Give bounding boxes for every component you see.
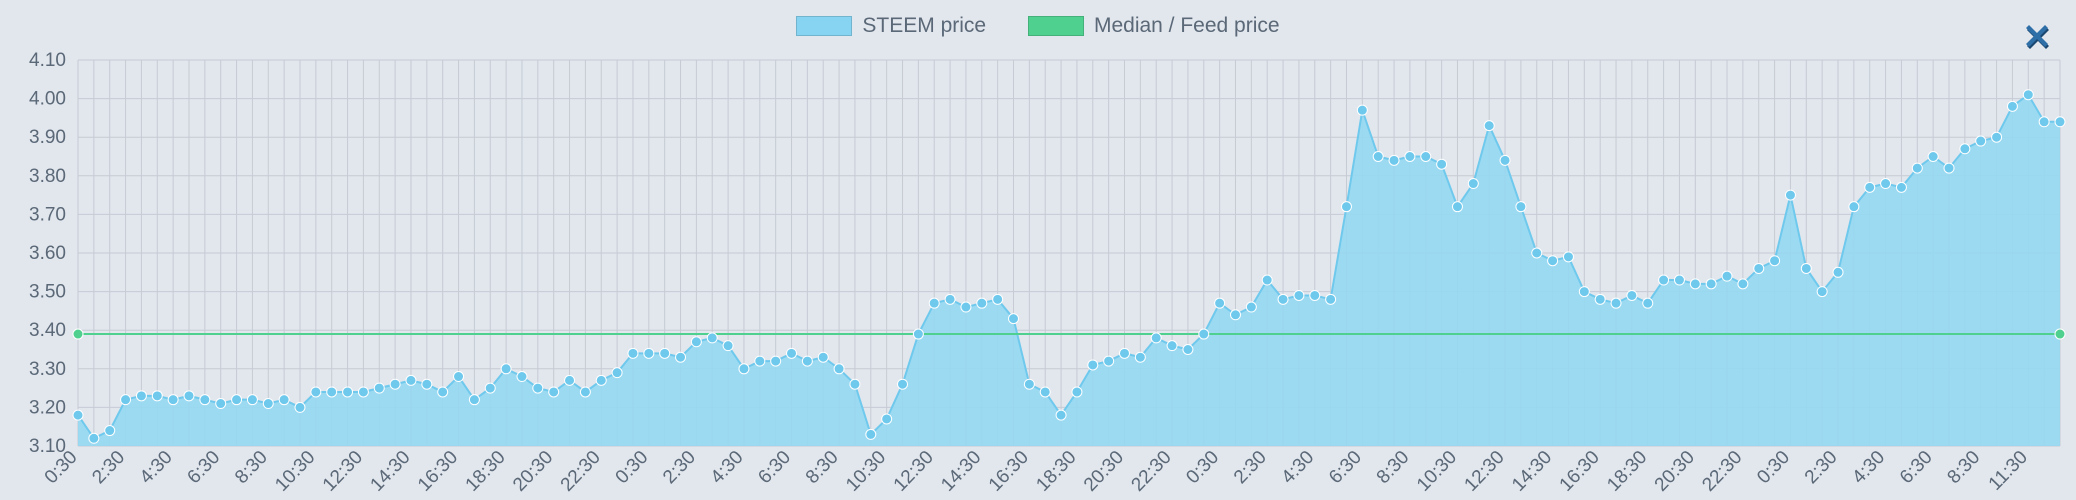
svg-text:16:30: 16:30: [985, 447, 1033, 496]
svg-text:20:30: 20:30: [1080, 447, 1128, 496]
legend-swatch-steem: [796, 16, 852, 36]
svg-text:10:30: 10:30: [842, 447, 890, 496]
legend-label-median: Median / Feed price: [1094, 14, 1280, 38]
svg-text:16:30: 16:30: [1556, 447, 1604, 496]
svg-text:8:30: 8:30: [1944, 447, 1985, 488]
svg-text:6:30: 6:30: [754, 447, 795, 488]
svg-text:3.90: 3.90: [29, 127, 66, 148]
svg-text:4:30: 4:30: [1848, 447, 1889, 488]
svg-text:4.10: 4.10: [29, 50, 66, 71]
svg-text:2:30: 2:30: [88, 447, 129, 488]
svg-text:20:30: 20:30: [1651, 447, 1699, 496]
close-icon: [2022, 22, 2054, 54]
svg-text:0:30: 0:30: [612, 447, 653, 488]
svg-text:12:30: 12:30: [319, 447, 367, 496]
svg-text:3.80: 3.80: [29, 166, 66, 187]
svg-text:18:30: 18:30: [1603, 447, 1651, 496]
svg-text:4.00: 4.00: [29, 89, 66, 110]
svg-text:8:30: 8:30: [231, 447, 272, 488]
svg-text:2:30: 2:30: [1801, 447, 1842, 488]
legend-item-steem[interactable]: STEEM price: [796, 14, 986, 38]
svg-text:18:30: 18:30: [462, 447, 510, 496]
svg-text:4:30: 4:30: [707, 447, 748, 488]
close-button[interactable]: [2022, 22, 2054, 54]
svg-text:22:30: 22:30: [1698, 447, 1746, 496]
legend-label-steem: STEEM price: [862, 14, 986, 38]
svg-text:0:30: 0:30: [1182, 447, 1223, 488]
svg-text:6:30: 6:30: [184, 447, 225, 488]
svg-text:2:30: 2:30: [1230, 447, 1271, 488]
price-chart: 3.103.203.303.403.503.603.703.803.904.00…: [0, 0, 2076, 500]
svg-text:22:30: 22:30: [557, 447, 605, 496]
svg-text:11:30: 11:30: [1985, 447, 2032, 495]
svg-text:2:30: 2:30: [659, 447, 700, 488]
svg-text:14:30: 14:30: [1508, 447, 1556, 496]
chart-legend: STEEM price Median / Feed price: [0, 14, 2076, 42]
svg-text:3.40: 3.40: [29, 320, 66, 341]
svg-text:14:30: 14:30: [937, 447, 985, 496]
svg-text:22:30: 22:30: [1128, 447, 1176, 496]
svg-text:3.20: 3.20: [29, 397, 66, 418]
svg-text:12:30: 12:30: [890, 447, 938, 496]
svg-text:18:30: 18:30: [1032, 447, 1080, 496]
svg-text:8:30: 8:30: [1373, 447, 1414, 488]
legend-swatch-median: [1028, 16, 1084, 36]
svg-text:12:30: 12:30: [1461, 447, 1509, 496]
legend-item-median[interactable]: Median / Feed price: [1028, 14, 1280, 38]
svg-text:4:30: 4:30: [136, 447, 177, 488]
svg-text:3.60: 3.60: [29, 243, 66, 264]
svg-text:16:30: 16:30: [414, 447, 462, 496]
svg-text:4:30: 4:30: [1278, 447, 1319, 488]
svg-text:6:30: 6:30: [1896, 447, 1937, 488]
svg-text:10:30: 10:30: [271, 447, 319, 496]
svg-text:6:30: 6:30: [1325, 447, 1366, 488]
svg-text:10:30: 10:30: [1413, 447, 1461, 496]
svg-text:8:30: 8:30: [802, 447, 843, 488]
svg-text:3.50: 3.50: [29, 282, 66, 303]
svg-text:20:30: 20:30: [509, 447, 557, 496]
svg-text:14:30: 14:30: [366, 447, 414, 496]
svg-text:0:30: 0:30: [1753, 447, 1794, 488]
svg-text:3.30: 3.30: [29, 359, 66, 380]
svg-text:3.70: 3.70: [29, 204, 66, 225]
